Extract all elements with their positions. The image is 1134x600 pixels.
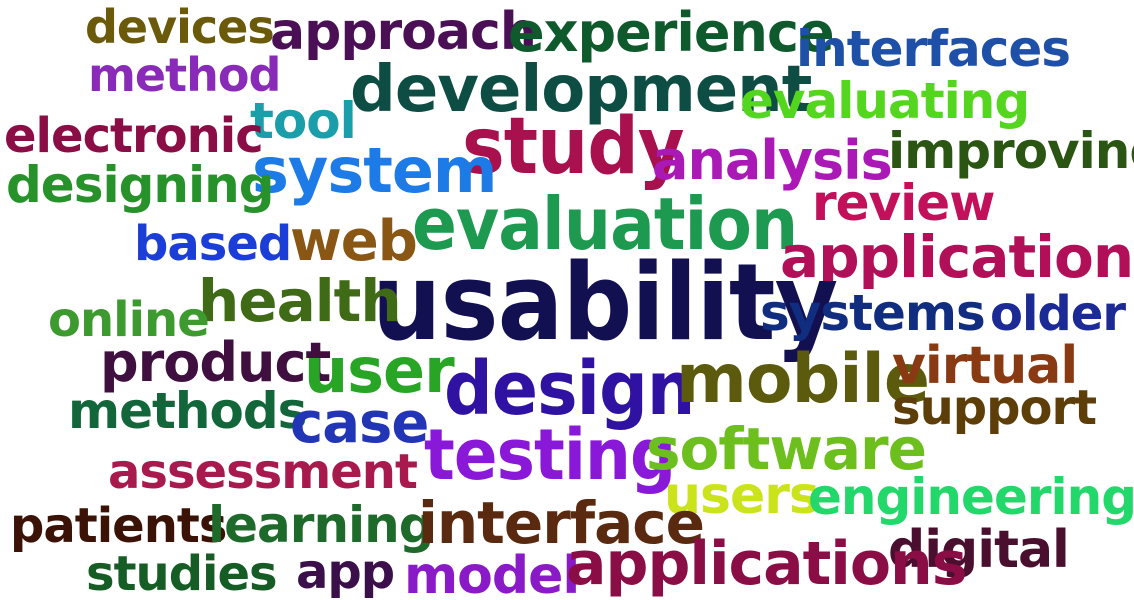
- word-study: study: [462, 102, 685, 192]
- word-interface: interface: [418, 489, 705, 557]
- word-product: product: [100, 331, 331, 394]
- word-users: users: [664, 466, 820, 526]
- word-experience: experience: [508, 1, 835, 64]
- word-application: application: [780, 223, 1134, 291]
- word-approach: approach: [270, 2, 537, 62]
- word-interfaces: interfaces: [796, 20, 1071, 78]
- word-digital: digital: [888, 520, 1070, 580]
- word-improving: improving: [888, 122, 1134, 180]
- word-user: user: [304, 334, 455, 407]
- word-tool: tool: [250, 92, 357, 150]
- word-software: software: [646, 415, 927, 483]
- word-evaluation: evaluation: [412, 182, 798, 266]
- word-case: case: [290, 391, 429, 456]
- word-health: health: [198, 267, 402, 335]
- word-assessment: assessment: [108, 444, 418, 500]
- word-development: development: [350, 53, 812, 127]
- word-testing: testing: [424, 414, 676, 496]
- word-engineering: engineering: [808, 468, 1134, 526]
- word-systems: systems: [760, 284, 986, 342]
- word-app: app: [296, 544, 395, 600]
- word-method: method: [88, 48, 281, 102]
- word-design: design: [444, 346, 695, 432]
- word-mobile: mobile: [676, 340, 930, 419]
- word-learning: learning: [208, 496, 435, 554]
- word-applications: applications: [566, 529, 967, 599]
- word-studies: studies: [86, 546, 278, 600]
- word-support: support: [892, 380, 1097, 436]
- word-designing: designing: [6, 156, 275, 214]
- word-review: review: [812, 174, 995, 232]
- word-older: older: [990, 286, 1126, 342]
- word-virtual: virtual: [892, 336, 1078, 396]
- word-online: online: [48, 292, 210, 348]
- word-methods: methods: [68, 382, 307, 440]
- word-electronic: electronic: [4, 108, 264, 164]
- word-web: web: [290, 209, 418, 274]
- word-based: based: [134, 216, 292, 272]
- word-model: model: [404, 546, 580, 600]
- word-system: system: [252, 134, 498, 207]
- word-patients: patients: [10, 498, 227, 554]
- word-usability: usability: [372, 241, 838, 364]
- word-analysis: analysis: [652, 129, 893, 192]
- word-evaluating: evaluating: [740, 72, 1030, 130]
- word-devices: devices: [85, 0, 275, 54]
